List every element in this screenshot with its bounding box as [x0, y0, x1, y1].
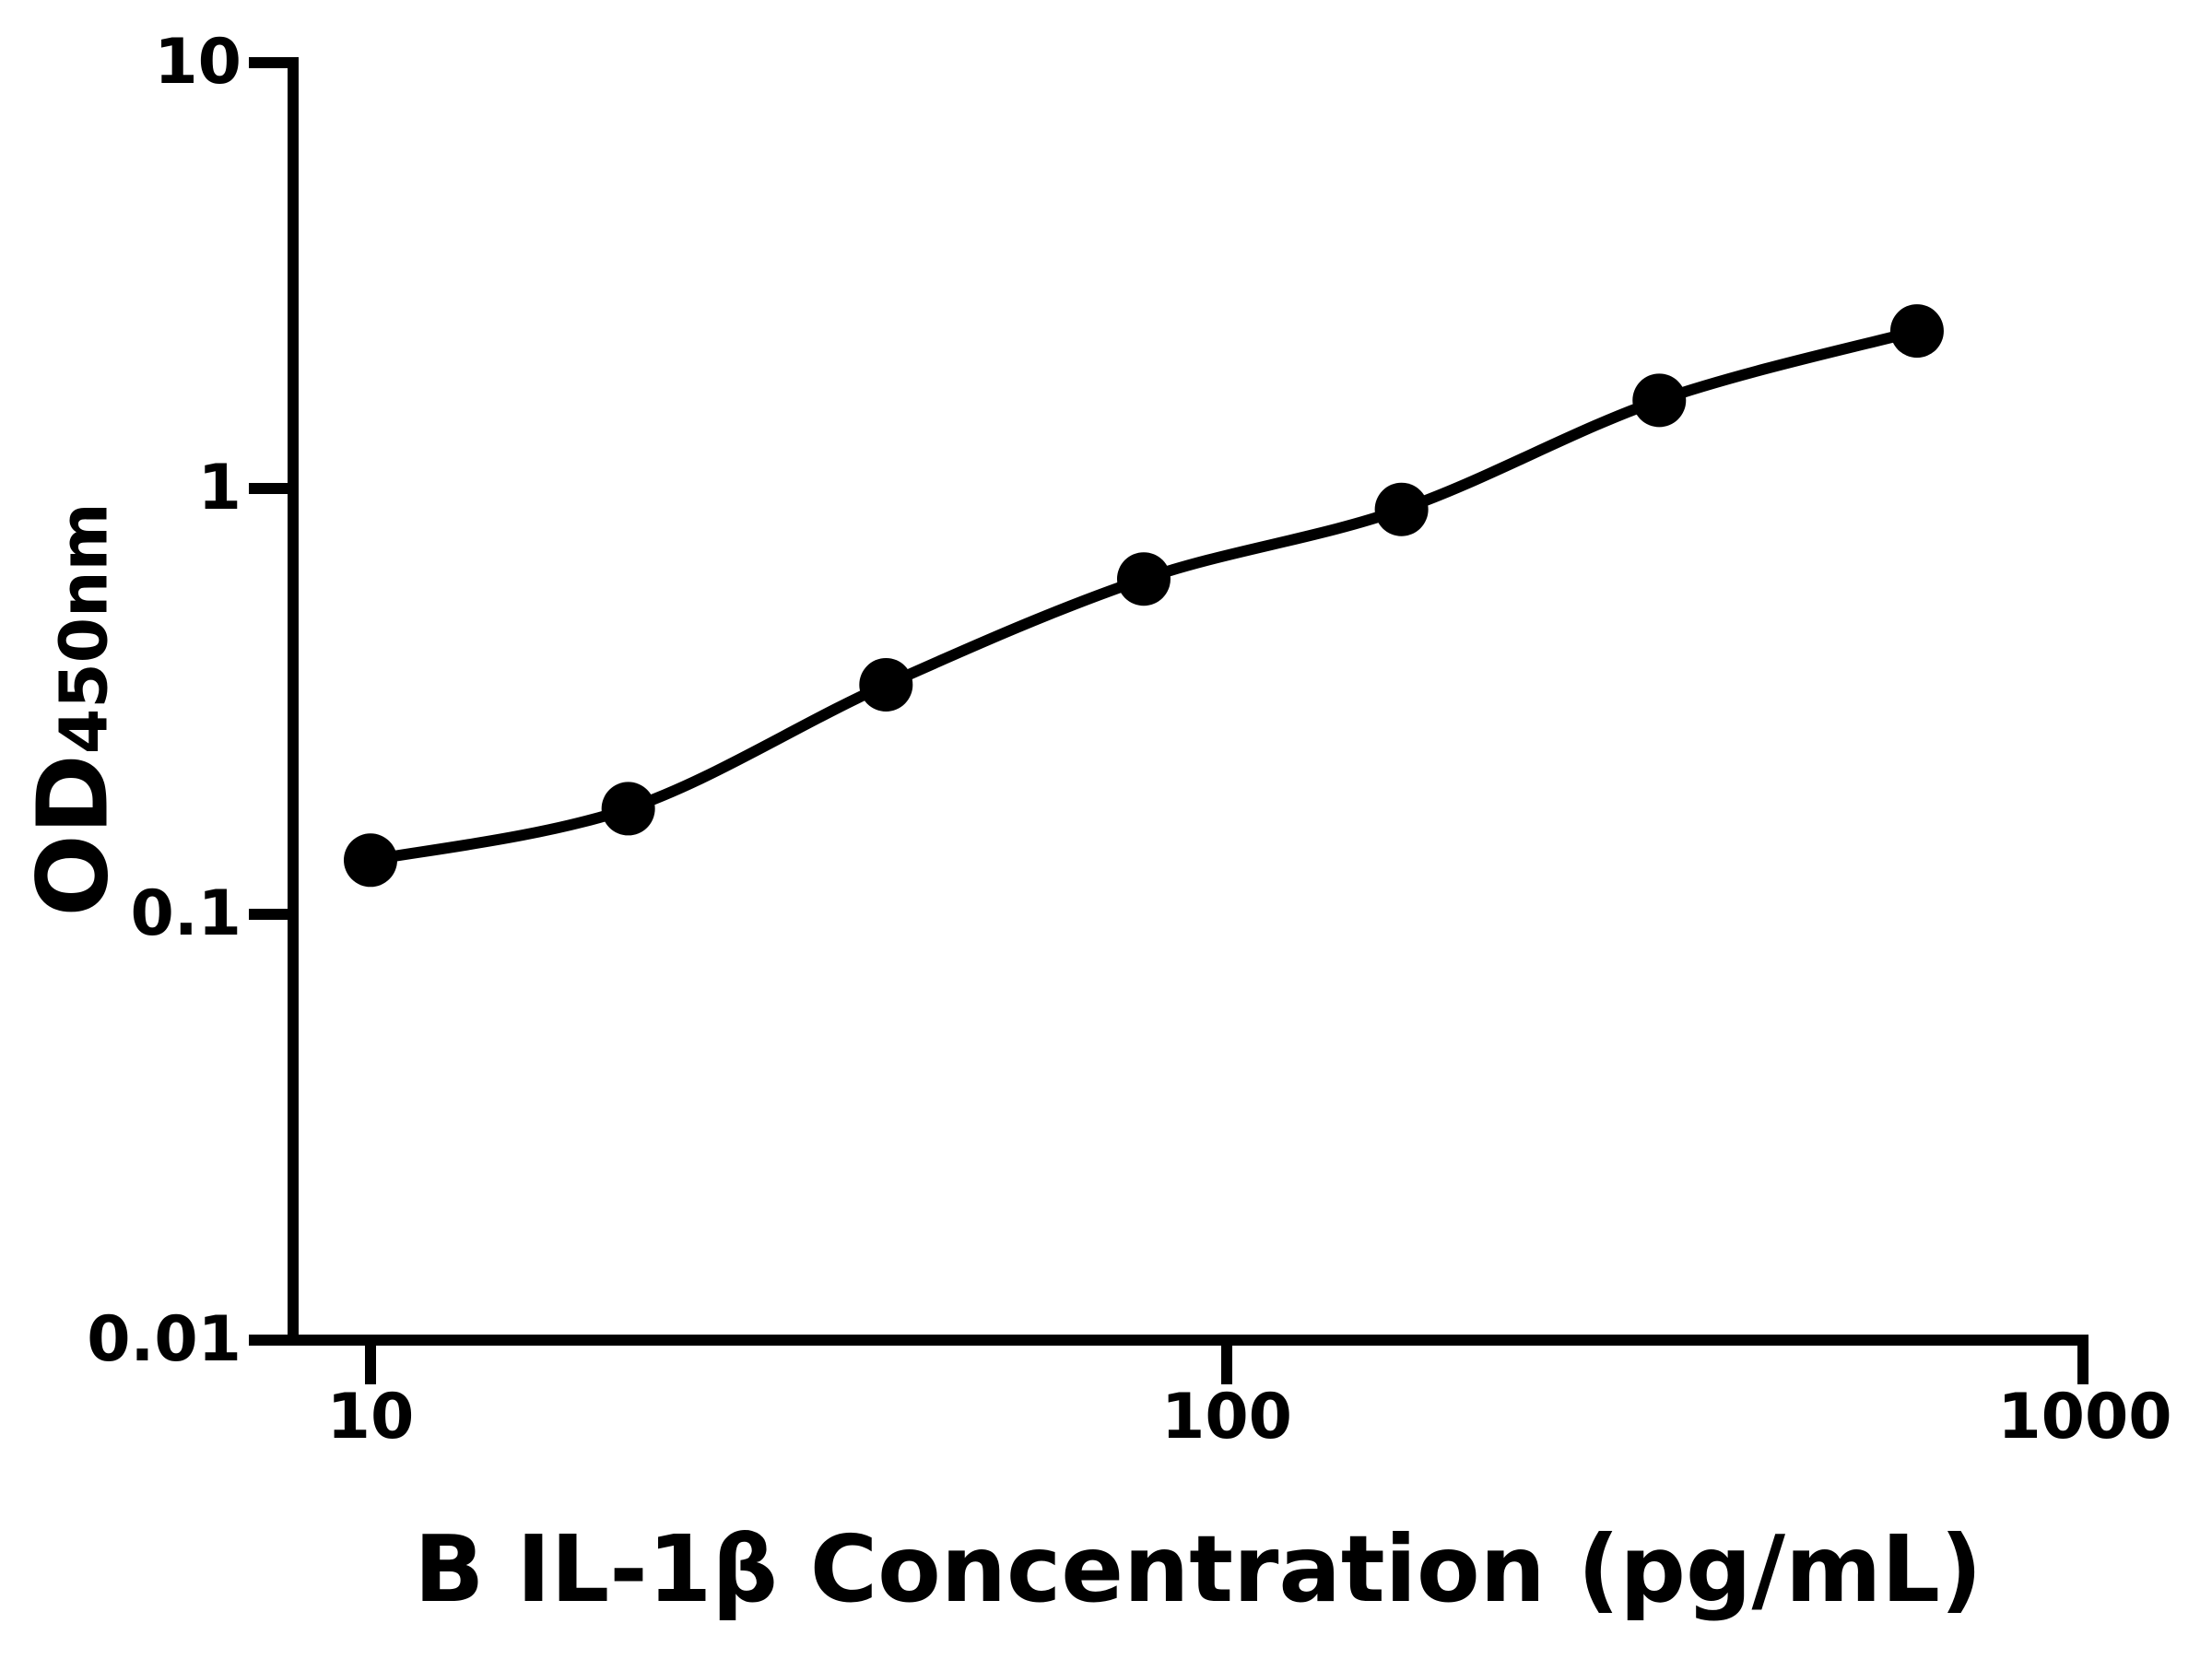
y-tick-label-1: 1	[197, 452, 241, 524]
data-point-20pgml	[601, 782, 655, 836]
data-point-40pgml	[859, 657, 913, 712]
x-tick-label-10: 10	[326, 1381, 415, 1453]
data-point-160pgml	[1374, 482, 1429, 536]
y-axis-title: OD450nm	[18, 502, 130, 916]
data-point-320pgml	[1632, 373, 1687, 428]
y-tick-label-0.1: 0.1	[130, 877, 241, 950]
x-tick-label-1000: 1000	[1997, 1381, 2172, 1453]
data-point-640pgml	[1889, 304, 1944, 359]
y-axis-title-main: OD	[17, 754, 130, 917]
data-point-10pgml	[344, 833, 397, 888]
x-axis-title: B IL-1β Concentration (pg/mL)	[414, 1515, 1983, 1623]
data-point-80pgml	[1116, 552, 1171, 606]
x-tick-label-100: 100	[1161, 1381, 1292, 1453]
y-tick-label-0.01: 0.01	[87, 1303, 241, 1376]
y-axis-title-subscript: 450nm	[45, 502, 123, 755]
y-tick-label-10: 10	[154, 26, 241, 99]
